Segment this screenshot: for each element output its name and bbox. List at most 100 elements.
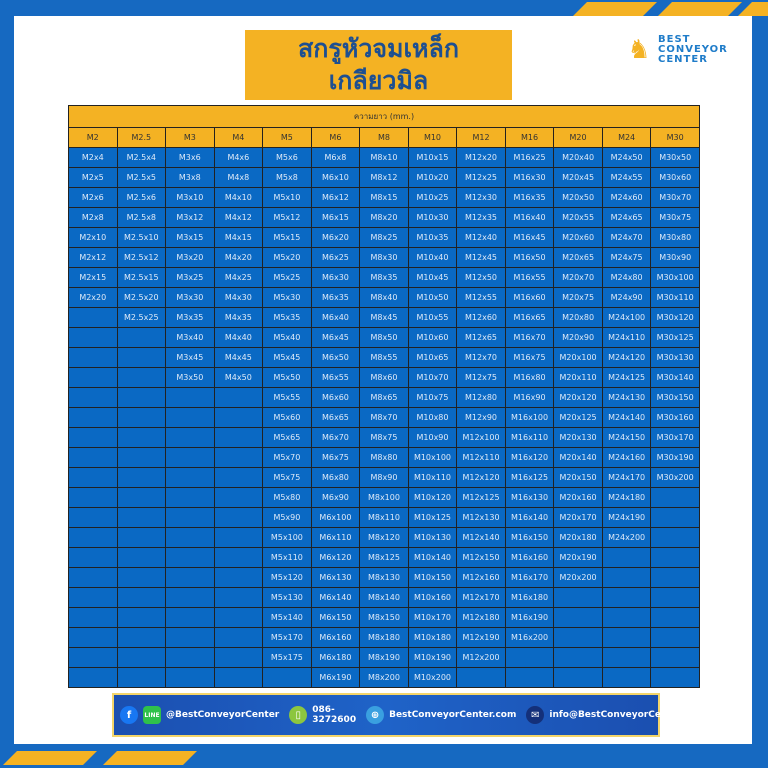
size-cell: M8x20 xyxy=(359,207,409,228)
size-cell: M5x45 xyxy=(262,347,312,368)
size-cell: M30x170 xyxy=(650,427,700,448)
size-cell: M16x110 xyxy=(504,427,555,448)
size-cell: M24x60 xyxy=(601,187,652,208)
size-cell: M4x25 xyxy=(213,267,264,288)
size-cell: M2.5x25 xyxy=(116,307,167,328)
size-cell: M30x140 xyxy=(650,367,700,388)
size-cell: M16x125 xyxy=(504,467,555,488)
size-cell: M10x125 xyxy=(407,507,458,528)
size-cell: M5x55 xyxy=(262,387,312,408)
size-cell: M30x90 xyxy=(650,247,700,268)
size-cell: M5x12 xyxy=(262,207,312,228)
size-cell xyxy=(650,527,700,548)
size-cell: M30x110 xyxy=(650,287,700,308)
size-cell xyxy=(116,367,167,388)
size-cell: M4x45 xyxy=(213,347,264,368)
social-handle[interactable]: @BestConveyorCenter xyxy=(166,710,280,720)
size-cell xyxy=(116,407,167,428)
size-cell: M10x45 xyxy=(407,267,458,288)
size-cell: M30x50 xyxy=(650,147,700,168)
size-cell xyxy=(68,447,118,468)
line-icon[interactable]: LINE xyxy=(143,706,161,724)
size-cell: M20x190 xyxy=(553,547,603,568)
size-cell: M2x15 xyxy=(68,267,118,288)
size-cell xyxy=(165,387,215,408)
size-cell: M20x45 xyxy=(553,167,603,188)
size-cell: M12x35 xyxy=(456,207,506,228)
size-cell: M10x130 xyxy=(407,527,458,548)
size-cell: M16x80 xyxy=(504,367,555,388)
size-cell: M30x190 xyxy=(650,447,700,468)
size-cell xyxy=(68,347,118,368)
size-cell: M2.5x6 xyxy=(116,187,167,208)
size-cell: M24x125 xyxy=(601,367,652,388)
size-cell xyxy=(213,587,264,608)
size-cell: M12x20 xyxy=(456,147,506,168)
size-cell: M6x140 xyxy=(310,587,361,608)
size-cell xyxy=(165,607,215,628)
email-link[interactable]: info@BestConveyorCenter.com xyxy=(549,710,706,720)
size-cell xyxy=(116,507,167,528)
size-cell: M5x110 xyxy=(262,547,312,568)
size-cell: M16x150 xyxy=(504,527,555,548)
size-cell xyxy=(68,487,118,508)
size-cell: M30x120 xyxy=(650,307,700,328)
size-cell: M8x100 xyxy=(359,487,409,508)
size-cell: M6x50 xyxy=(310,347,361,368)
size-cell xyxy=(213,567,264,588)
size-cell: M20x170 xyxy=(553,507,603,528)
size-cell: M5x175 xyxy=(262,647,312,668)
size-cell: M8x25 xyxy=(359,227,409,248)
facebook-icon[interactable]: f xyxy=(120,706,138,724)
size-cell xyxy=(116,567,167,588)
table-row: M3x40 M4x40 M5x40 M6x45 M8x50 M10x60 M12x65 M16… xyxy=(68,327,700,348)
screw-size-table: ความยาว (mm.) M2 M2.5 M3 M4 M5 M6 M8 M10 M12 M16 M… xyxy=(68,105,700,688)
size-cell: M20x50 xyxy=(553,187,603,208)
size-cell: M16x30 xyxy=(504,167,555,188)
size-cell xyxy=(553,647,603,668)
size-cell: M20x40 xyxy=(553,147,603,168)
size-cell: M30x130 xyxy=(650,347,700,368)
size-cell: M20x60 xyxy=(553,227,603,248)
size-cell: M4x50 xyxy=(213,367,264,388)
size-cell xyxy=(68,547,118,568)
size-cell: M10x75 xyxy=(407,387,458,408)
size-cell: M5x30 xyxy=(262,287,312,308)
size-cell xyxy=(68,527,118,548)
size-cell: M8x45 xyxy=(359,307,409,328)
size-cell: M10x40 xyxy=(407,247,458,268)
size-cell: M8x35 xyxy=(359,267,409,288)
size-cell: M24x170 xyxy=(601,467,652,488)
size-cell: M8x110 xyxy=(359,507,409,528)
size-cell: M6x8 xyxy=(310,147,361,168)
size-cell: M2.5x20 xyxy=(116,287,167,308)
size-cell xyxy=(165,587,215,608)
size-cell: M20x100 xyxy=(553,347,603,368)
size-cell xyxy=(601,607,652,628)
column-header: M16 xyxy=(504,127,555,148)
table-row: M5x140 M6x150 M8x150 M10x170 M12x180 M16x190 xyxy=(68,607,700,628)
size-cell xyxy=(213,627,264,648)
table-row: M5x175 M6x180 M8x190 M10x190 M12x200 xyxy=(68,647,700,668)
size-cell: M5x80 xyxy=(262,487,312,508)
size-cell: M20x55 xyxy=(553,207,603,228)
size-cell: M24x150 xyxy=(601,427,652,448)
contact-footer: f LINE @BestConveyorCenter ▯ 086-3272600… xyxy=(112,693,705,737)
size-cell: M12x170 xyxy=(456,587,506,608)
size-cell: M10x150 xyxy=(407,567,458,588)
size-cell xyxy=(213,447,264,468)
size-cell xyxy=(650,667,700,688)
size-cell xyxy=(116,547,167,568)
logo-text: CONVEYOR xyxy=(658,44,728,55)
size-cell: M30x100 xyxy=(650,267,700,288)
size-cell xyxy=(116,607,167,628)
size-cell: M24x75 xyxy=(601,247,652,268)
size-cell: M24x80 xyxy=(601,267,652,288)
column-header: M3 xyxy=(165,127,215,148)
phone-number[interactable]: 086-3272600 xyxy=(312,705,357,725)
column-header: M8 xyxy=(359,127,409,148)
size-cell: M8x70 xyxy=(359,407,409,428)
website-link[interactable]: BestConveyorCenter.com xyxy=(389,710,517,720)
table-row: M5x65 M6x70 M8x75 M10x90 M12x100 M16x110 M20x1… xyxy=(68,427,700,448)
size-cell: M5x6 xyxy=(262,147,312,168)
